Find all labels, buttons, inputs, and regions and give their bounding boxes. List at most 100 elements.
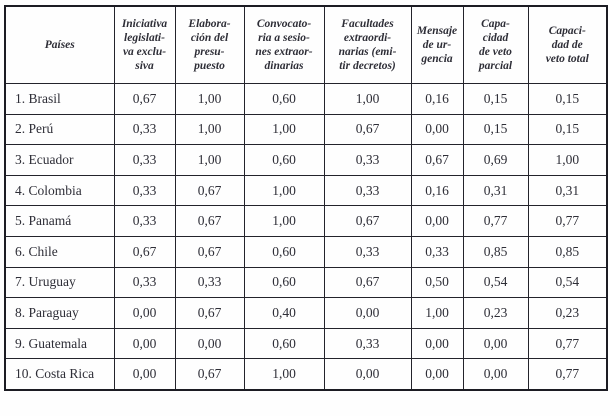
value-cell: 0,67 — [113, 235, 176, 268]
value-cell: 0,00 — [410, 113, 464, 146]
value-cell: 0,33 — [323, 174, 412, 207]
value-cell: 0,67 — [174, 205, 245, 237]
value-cell: 0,00 — [323, 297, 412, 329]
value-cell: 1,00 — [174, 113, 245, 146]
col-header-convocatoria-sesiones: Convocato- ria a sesio- nes extraor- din… — [243, 5, 325, 84]
value-cell: 0,00 — [323, 358, 412, 391]
value-cell: 0,60 — [243, 327, 325, 360]
country-cell: 9. Guatemala — [4, 327, 115, 360]
country-cell: 10. Costa Rica — [4, 358, 115, 391]
col-header-elaboracion-presupuesto: Elabora- ción del presu- puesto — [174, 5, 245, 84]
col-header-mensaje-urgencia: Mensaje de ur- gencia — [410, 5, 464, 84]
value-cell: 0,00 — [113, 327, 176, 360]
country-cell: 3. Ecuador — [4, 144, 115, 176]
value-cell: 0,60 — [243, 83, 325, 115]
country-cell: 4. Colombia — [4, 174, 115, 207]
value-cell: 0,33 — [410, 235, 464, 268]
table-row: 8. Paraguay 0,00 0,67 0,40 0,00 1,00 0,23 0,23 — [4, 297, 608, 329]
value-cell: 0,54 — [462, 266, 529, 299]
col-header-veto-parcial: Capa- cidad de veto parcial — [462, 5, 529, 84]
table-row: 3. Ecuador 0,33 1,00 0,60 0,33 0,67 0,69 1,00 — [4, 144, 608, 176]
table-body: 1. Brasil 0,67 1,00 0,60 1,00 0,16 0,15 0,15 2. … — [4, 83, 608, 391]
value-cell: 0,15 — [462, 83, 529, 115]
value-cell: 0,00 — [113, 358, 176, 391]
value-cell: 0,67 — [410, 144, 464, 176]
value-cell: 0,40 — [243, 297, 325, 329]
table-row: 9. Guatemala 0,00 0,00 0,60 0,33 0,00 0,00 0,77 — [4, 327, 608, 360]
value-cell: 0,16 — [410, 83, 464, 115]
value-cell: 0,67 — [174, 297, 245, 329]
value-cell: 1,00 — [410, 297, 464, 329]
value-cell: 0,31 — [527, 174, 608, 207]
col-header-paises: Países — [4, 5, 115, 84]
col-header-iniciativa-legislativa: Iniciativa legislati- va exclu- siva — [113, 5, 176, 84]
value-cell: 0,15 — [527, 83, 608, 115]
value-cell: 0,16 — [410, 174, 464, 207]
value-cell: 0,54 — [527, 266, 608, 299]
value-cell: 0,15 — [527, 113, 608, 146]
value-cell: 0,67 — [174, 235, 245, 268]
value-cell: 0,60 — [243, 266, 325, 299]
value-cell: 0,85 — [462, 235, 529, 268]
country-cell: 8. Paraguay — [4, 297, 115, 329]
value-cell: 0,23 — [462, 297, 529, 329]
value-cell: 0,67 — [323, 113, 412, 146]
value-cell: 0,23 — [527, 297, 608, 329]
value-cell: 0,00 — [113, 297, 176, 329]
value-cell: 0,31 — [462, 174, 529, 207]
table-row: 7. Uruguay 0,33 0,33 0,60 0,67 0,50 0,54 0,54 — [4, 266, 608, 299]
col-header-veto-total: Capaci- dad de veto total — [527, 5, 608, 84]
value-cell: 0,85 — [527, 235, 608, 268]
value-cell: 0,00 — [462, 358, 529, 391]
value-cell: 0,60 — [243, 235, 325, 268]
value-cell: 0,33 — [113, 174, 176, 207]
value-cell: 0,77 — [527, 358, 608, 391]
value-cell: 0,69 — [462, 144, 529, 176]
country-cell: 6. Chile — [4, 235, 115, 268]
value-cell: 0,67 — [323, 266, 412, 299]
value-cell: 0,33 — [113, 205, 176, 237]
value-cell: 1,00 — [243, 358, 325, 391]
value-cell: 0,67 — [174, 174, 245, 207]
country-cell: 7. Uruguay — [4, 266, 115, 299]
value-cell: 0,67 — [323, 205, 412, 237]
table-row: 10. Costa Rica 0,00 0,67 1,00 0,00 0,00 0,00 0,… — [4, 358, 608, 391]
value-cell: 0,67 — [174, 358, 245, 391]
value-cell: 0,00 — [174, 327, 245, 360]
value-cell: 1,00 — [527, 144, 608, 176]
value-cell: 0,00 — [410, 205, 464, 237]
value-cell: 0,50 — [410, 266, 464, 299]
value-cell: 0,33 — [323, 235, 412, 268]
table-row: 1. Brasil 0,67 1,00 0,60 1,00 0,16 0,15 0,15 — [4, 83, 608, 115]
value-cell: 0,33 — [113, 113, 176, 146]
value-cell: 0,60 — [243, 144, 325, 176]
header-row: Países Iniciativa legislati- va exclu- s… — [4, 5, 608, 84]
value-cell: 1,00 — [174, 144, 245, 176]
country-cell: 5. Panamá — [4, 205, 115, 237]
value-cell: 1,00 — [243, 205, 325, 237]
value-cell: 0,00 — [410, 327, 464, 360]
value-cell: 1,00 — [243, 113, 325, 146]
value-cell: 1,00 — [323, 83, 412, 115]
value-cell: 0,00 — [410, 358, 464, 391]
value-cell: 1,00 — [243, 174, 325, 207]
value-cell: 0,77 — [527, 205, 608, 237]
value-cell: 0,33 — [323, 327, 412, 360]
value-cell: 0,00 — [462, 327, 529, 360]
value-cell: 0,15 — [462, 113, 529, 146]
value-cell: 0,33 — [323, 144, 412, 176]
table-row: 4. Colombia 0,33 0,67 1,00 0,33 0,16 0,31 0,31 — [4, 174, 608, 207]
table-row: 5. Panamá 0,33 0,67 1,00 0,67 0,00 0,77 0,77 — [4, 205, 608, 237]
value-cell: 0,33 — [174, 266, 245, 299]
presidential-powers-table: Países Iniciativa legislati- va exclu- s… — [4, 5, 608, 391]
value-cell: 1,00 — [174, 83, 245, 115]
value-cell: 0,77 — [462, 205, 529, 237]
col-header-facultades-extraordinarias: Facultades extraordi- narias (emi- tir d… — [323, 5, 412, 84]
value-cell: 0,33 — [113, 144, 176, 176]
table-row: 2. Perú 0,33 1,00 1,00 0,67 0,00 0,15 0,15 — [4, 113, 608, 146]
table-row: 6. Chile 0,67 0,67 0,60 0,33 0,33 0,85 0,85 — [4, 235, 608, 268]
value-cell: 0,77 — [527, 327, 608, 360]
country-cell: 2. Perú — [4, 113, 115, 146]
country-cell: 1. Brasil — [4, 83, 115, 115]
